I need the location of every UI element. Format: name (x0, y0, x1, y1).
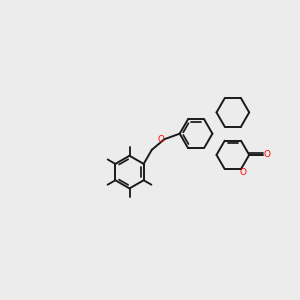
Text: O: O (263, 150, 270, 159)
Text: O: O (157, 135, 164, 144)
Text: O: O (239, 168, 246, 177)
